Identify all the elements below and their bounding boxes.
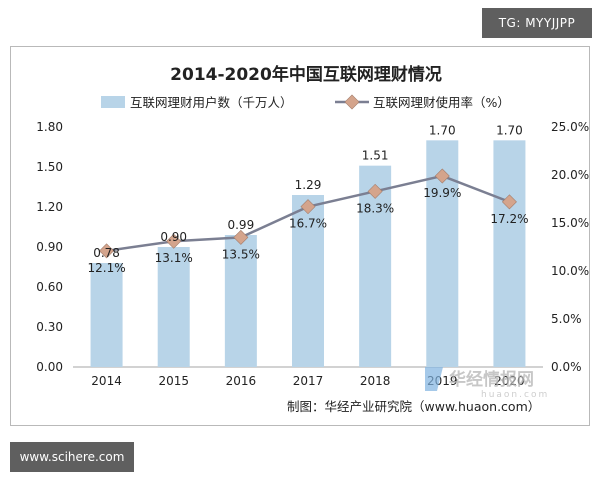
y-right-tick-label: 0.0% [551, 360, 582, 374]
line-data-label: 13.5% [222, 247, 260, 261]
line-data-label: 16.7% [289, 217, 327, 231]
y-left-tick-label: 0.00 [36, 360, 63, 374]
huaon-logo: 华经情报网 huaon.com [425, 367, 549, 400]
bar-users [292, 195, 324, 367]
y-right-tick-label: 15.0% [551, 216, 589, 230]
x-tick-label: 2017 [293, 374, 324, 388]
x-tick-label: 2015 [158, 374, 189, 388]
logo-subtext: huaon.com [481, 390, 549, 400]
bar-data-label: 0.78 [93, 246, 120, 260]
x-tick-label: 2016 [226, 374, 257, 388]
line-data-label: 18.3% [356, 201, 394, 215]
x-tick-label: 2020 [494, 374, 525, 388]
bottom-watermark-tag: www.scihere.com [10, 442, 134, 472]
bar-data-label: 0.90 [160, 230, 187, 244]
line-marker [501, 194, 517, 210]
logo-text: 华经情报网 [449, 369, 534, 390]
y-right-tick-label: 20.0% [551, 168, 589, 182]
bar-data-label: 1.70 [429, 123, 456, 137]
bar-users [359, 165, 392, 367]
bar-users [157, 247, 190, 367]
logo-mark-icon [425, 367, 443, 391]
legend-swatch-users [101, 96, 125, 108]
x-tick-label: 2014 [91, 374, 122, 388]
bar-data-label: 0.99 [227, 218, 254, 232]
y-left-tick-label: 1.20 [36, 200, 63, 214]
line-marker [434, 168, 450, 184]
line-data-label: 12.1% [88, 261, 126, 275]
bar-users [493, 140, 526, 367]
y-left-tick-label: 1.50 [36, 160, 63, 174]
top-watermark-tag: TG: MYYJJPP [482, 8, 592, 38]
y-left-tick-label: 1.80 [36, 120, 63, 134]
bar-data-label: 1.29 [295, 178, 322, 192]
bar-data-label: 1.70 [496, 123, 523, 137]
bar-data-label: 1.51 [362, 149, 389, 163]
y-left-tick-label: 0.30 [36, 320, 63, 334]
line-marker [367, 183, 383, 199]
legend-label-users: 互联网理财用户数（千万人） [130, 95, 293, 110]
x-tick-label: 2018 [360, 374, 391, 388]
y-right-tick-label: 5.0% [551, 312, 582, 326]
line-marker [166, 233, 182, 249]
line-marker [300, 199, 316, 215]
y-right-tick-label: 25.0% [551, 120, 589, 134]
chart-frame: 2014-2020年中国互联网理财情况 互联网理财用户数（千万人） 互联网理财使… [10, 46, 590, 426]
chart-title: 2014-2020年中国互联网理财情况 [170, 64, 442, 85]
y-left-tick-label: 0.90 [36, 240, 63, 254]
axes-group: 0.00 0.30 0.60 0.90 1.20 1.50 1.80 0.0% 5.0% 10.0… [36, 120, 589, 388]
bar-users [90, 263, 123, 367]
line-data-label: 19.9% [423, 186, 461, 200]
line-data-label: 13.1% [155, 251, 193, 265]
line-marker [233, 229, 249, 245]
bar-users [224, 235, 257, 367]
y-left-tick-label: 0.60 [36, 280, 63, 294]
data-labels-group: 0.78 0.90 0.99 1.29 1.51 1.70 1.70 12.1% 13.1% 13… [88, 123, 529, 275]
line-data-label: 17.2% [490, 212, 528, 226]
source-note: 制图：华经产业研究院（www.huaon.com） [287, 399, 540, 414]
chart-svg: 2014-2020年中国互联网理财情况 互联网理财用户数（千万人） 互联网理财使… [36, 64, 589, 414]
legend-label-rate: 互联网理财使用率（%） [373, 95, 510, 110]
y-right-tick-label: 10.0% [551, 264, 589, 278]
line-marker [99, 243, 115, 259]
legend-marker-rate [344, 94, 360, 110]
line-series-group [99, 168, 517, 259]
